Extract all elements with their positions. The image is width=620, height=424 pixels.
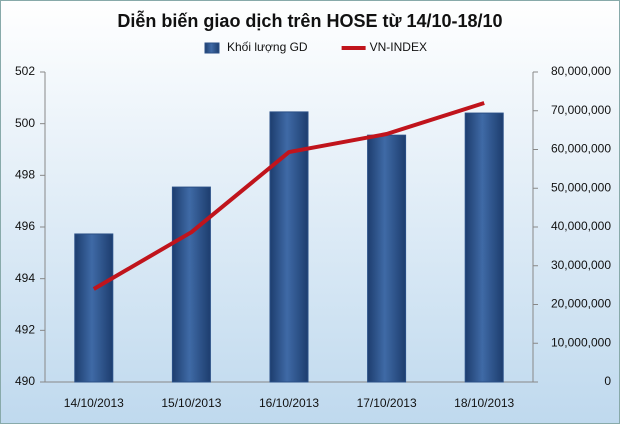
y2-tick-label: 0 [604, 374, 611, 388]
chart-title: Diễn biến giao dịch trên HOSE từ 14/10-1… [117, 10, 502, 31]
x-tick-label: 18/10/2013 [454, 396, 514, 410]
legend-label: VN-INDEX [370, 40, 427, 54]
y-tick-label: 492 [15, 323, 35, 337]
y2-tick-label: 20,000,000 [551, 297, 611, 311]
y2-tick-label: 60,000,000 [551, 142, 611, 156]
y2-tick-label: 40,000,000 [551, 219, 611, 233]
bar [171, 186, 211, 383]
y-tick-label: 500 [15, 116, 35, 130]
y-tick-label: 498 [15, 168, 35, 182]
y2-tick-label: 80,000,000 [551, 64, 611, 78]
legend-label: Khối lượng GD [227, 40, 308, 54]
bar [464, 112, 504, 383]
y2-tick-label: 70,000,000 [551, 103, 611, 117]
y-tick-label: 502 [15, 64, 35, 78]
y-tick-label: 494 [15, 271, 35, 285]
x-tick-label: 16/10/2013 [259, 396, 319, 410]
x-tick-label: 14/10/2013 [64, 396, 124, 410]
y2-tick-label: 10,000,000 [551, 335, 611, 349]
bar [74, 233, 114, 383]
bar [367, 134, 407, 383]
y-tick-label: 490 [15, 374, 35, 388]
bar [269, 111, 309, 383]
x-tick-label: 15/10/2013 [161, 396, 221, 410]
y2-tick-label: 30,000,000 [551, 258, 611, 272]
y2-tick-label: 50,000,000 [551, 180, 611, 194]
line [92, 101, 485, 291]
x-tick-label: 17/10/2013 [357, 396, 417, 410]
legend-swatch [204, 42, 220, 54]
y-tick-label: 496 [15, 219, 35, 233]
